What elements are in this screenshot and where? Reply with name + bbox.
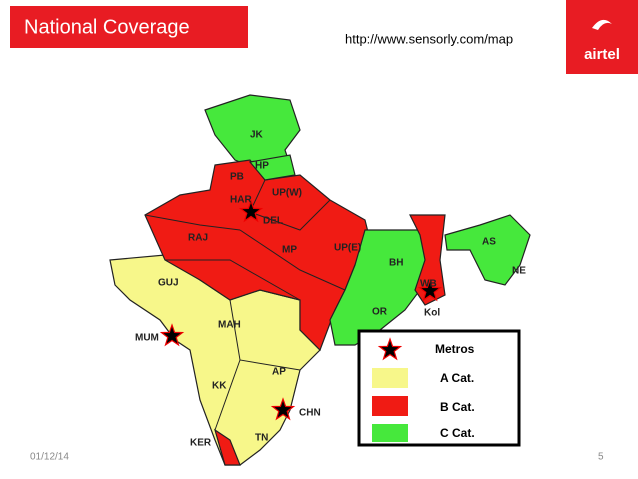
region-label: WB xyxy=(420,279,437,290)
legend: Metros A Cat. B Cat. C Cat. xyxy=(357,329,521,447)
region-label: BH xyxy=(389,258,403,269)
region-green xyxy=(444,214,531,286)
region-red xyxy=(144,159,371,352)
region-label: GUJ xyxy=(158,278,179,289)
region-label: MUM xyxy=(135,333,159,344)
region-label: AP xyxy=(272,367,286,378)
region-green xyxy=(248,154,296,181)
legend-swatch xyxy=(372,368,408,388)
region-label: UP(E) xyxy=(334,243,361,254)
logo-box xyxy=(566,0,638,74)
region-label: JK xyxy=(250,130,264,141)
region-label: DEL xyxy=(263,216,283,227)
legend-label: C Cat. xyxy=(440,426,475,440)
state-borders xyxy=(144,179,346,431)
page-number: 5 xyxy=(598,452,604,463)
region-label: NE xyxy=(512,266,526,277)
source-url: http://www.sensorly.com/map xyxy=(345,31,513,46)
legend-label: A Cat. xyxy=(440,371,474,385)
region-label: RAJ xyxy=(188,233,208,244)
legend-label: B Cat. xyxy=(440,400,475,414)
region-label: TN xyxy=(255,433,268,444)
logo-text: airtel xyxy=(584,46,620,63)
region-red xyxy=(213,428,241,466)
region-label: PB xyxy=(230,172,244,183)
legend-swatch xyxy=(372,424,408,442)
logo-icon xyxy=(592,19,612,30)
region-label: OR xyxy=(372,307,388,318)
title-box xyxy=(10,6,248,48)
region-label: UP(W) xyxy=(272,188,302,199)
footer-date: 01/12/14 xyxy=(30,452,69,463)
region-label: AS xyxy=(482,237,496,248)
region-label: MP xyxy=(282,245,297,256)
legend-label: Metros xyxy=(435,342,475,356)
region-label: KK xyxy=(212,381,227,392)
region-red xyxy=(409,214,446,306)
region-label: HP xyxy=(255,161,269,172)
region-label: MAH xyxy=(218,320,241,331)
region-label: HAR xyxy=(230,195,252,206)
region-label: CHN xyxy=(299,408,321,419)
india-map: JK HP PB UP(W) HAR DEL RAJ UP(E) AS NE B… xyxy=(109,94,531,466)
slide-title: National Coverage xyxy=(24,16,190,38)
region-label: Kol xyxy=(424,308,440,319)
legend-swatch xyxy=(372,396,408,416)
region-label: KER xyxy=(190,438,212,449)
